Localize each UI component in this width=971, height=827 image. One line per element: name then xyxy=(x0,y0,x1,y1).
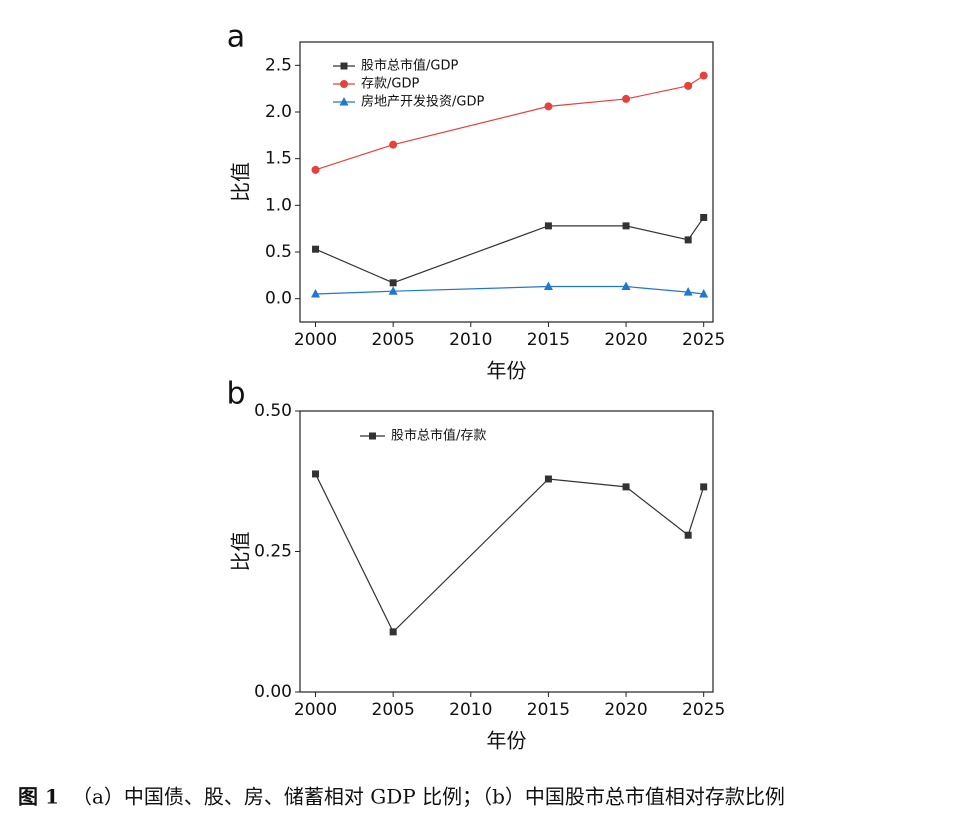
legend-marker xyxy=(339,97,349,106)
x-tick-label: 2010 xyxy=(449,700,492,720)
marker xyxy=(683,287,693,296)
x-tick-label: 2020 xyxy=(604,330,647,350)
x-tick-label: 2015 xyxy=(527,330,570,350)
y-axis-label: 比值 xyxy=(229,532,253,572)
y-tick-label: 0.00 xyxy=(254,682,292,702)
marker xyxy=(700,213,708,221)
marker xyxy=(388,286,398,295)
caption-text: （a）中国债、股、房、储蓄相对 GDP 比例；（b）中国股市总市值相对存款比例 xyxy=(72,785,785,809)
marker xyxy=(312,470,320,478)
legend-label: 房地产开发投资/GDP xyxy=(361,94,484,110)
marker xyxy=(684,236,692,244)
marker xyxy=(543,281,553,291)
marker xyxy=(700,483,708,491)
legend-label: 股市总市值/存款 xyxy=(391,428,486,444)
x-axis-label: 年份 xyxy=(487,729,527,753)
marker xyxy=(684,531,692,539)
series-line xyxy=(314,473,705,633)
y-tick-label: 0.0 xyxy=(265,289,292,309)
y-tick-label: 0.50 xyxy=(254,401,292,421)
legend-marker xyxy=(340,62,348,70)
marker xyxy=(622,94,631,103)
y-tick-label: 0.5 xyxy=(265,242,292,262)
y-tick-label: 1.0 xyxy=(265,195,292,215)
legend-marker xyxy=(369,432,376,440)
marker xyxy=(389,628,397,636)
x-tick-label: 2000 xyxy=(294,330,337,350)
y-axis-label: 比值 xyxy=(229,162,253,202)
x-tick-label: 2025 xyxy=(682,700,725,720)
marker xyxy=(389,279,397,287)
series-line xyxy=(315,285,704,295)
plot-frame xyxy=(299,41,714,323)
marker xyxy=(544,102,553,111)
y-tick-label: 2.5 xyxy=(265,55,292,75)
marker xyxy=(699,289,709,298)
x-tick-label: 2005 xyxy=(372,330,415,350)
legend-label: 股市总市值/GDP xyxy=(361,58,458,74)
marker xyxy=(311,289,321,298)
x-axis-label: 年份 xyxy=(487,359,527,383)
x-tick-label: 2010 xyxy=(449,330,492,350)
legend-label: 存款/GDP xyxy=(361,77,419,92)
marker xyxy=(312,245,320,253)
caption-label: 图 1 xyxy=(18,785,59,809)
x-tick-label: 2000 xyxy=(294,700,337,720)
marker xyxy=(684,81,693,90)
marker xyxy=(544,222,552,230)
x-tick-label: 2025 xyxy=(682,330,725,350)
marker xyxy=(544,475,552,483)
x-tick-label: 2005 xyxy=(372,700,415,720)
legend-marker xyxy=(340,80,348,88)
x-tick-label: 2020 xyxy=(604,700,647,720)
y-tick-label: 1.5 xyxy=(265,149,292,169)
panel-label: a xyxy=(227,20,245,55)
x-tick-label: 2015 xyxy=(527,700,570,720)
marker xyxy=(389,140,398,149)
plot-frame xyxy=(299,410,714,693)
marker xyxy=(622,222,630,230)
y-tick-label: 0.25 xyxy=(254,542,292,562)
panel-label: b xyxy=(226,377,245,412)
marker xyxy=(699,71,708,80)
y-tick-label: 2.0 xyxy=(265,102,292,122)
marker xyxy=(621,281,631,291)
marker xyxy=(311,165,320,174)
marker xyxy=(622,483,630,491)
series-line xyxy=(315,217,705,284)
